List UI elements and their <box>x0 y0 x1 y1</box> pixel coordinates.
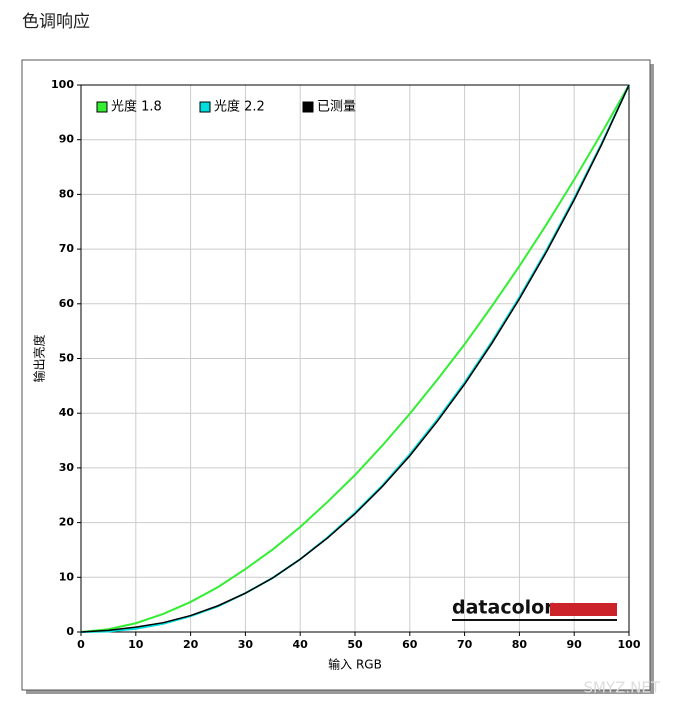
legend-label: 光度 2.2 <box>214 99 265 115</box>
legend-label: 已测量 <box>317 100 356 115</box>
y-tick-label: 30 <box>59 461 75 474</box>
x-tick-label: 100 <box>618 638 641 651</box>
legend-swatch <box>199 101 211 113</box>
y-tick-label: 10 <box>59 570 75 583</box>
watermark: SMYZ.NET <box>583 679 660 697</box>
line-series <box>80 84 630 633</box>
legend-label: 光度 1.8 <box>111 99 162 115</box>
y-tick-label: 50 <box>59 352 75 365</box>
y-tick-label: 40 <box>59 406 75 419</box>
y-tick-label: 80 <box>59 187 75 200</box>
line-series <box>80 84 630 633</box>
line-series <box>80 84 630 633</box>
page-title: 色调响应 <box>22 12 90 32</box>
x-tick-label: 90 <box>567 638 583 651</box>
logo: datacolor <box>452 597 554 619</box>
y-tick-label: 70 <box>59 242 75 255</box>
y-tick-label: 60 <box>59 297 75 310</box>
y-tick-label: 0 <box>66 625 74 638</box>
x-tick-label: 80 <box>512 638 528 651</box>
x-tick-label: 20 <box>183 638 199 651</box>
x-tick-label: 0 <box>77 638 85 651</box>
x-tick-label: 70 <box>457 638 473 651</box>
y-tick-label: 20 <box>59 516 75 529</box>
x-tick-label: 60 <box>402 638 418 651</box>
logo-bar <box>550 603 617 616</box>
x-axis-label: 输入 RGB <box>328 657 382 672</box>
legend-swatch <box>96 101 108 113</box>
x-tick-label: 10 <box>128 638 144 651</box>
plot-border <box>80 84 630 633</box>
legend-swatch <box>302 101 314 113</box>
y-axis-label: 输出亮度 <box>32 334 47 382</box>
x-tick-label: 30 <box>238 638 254 651</box>
x-tick-label: 50 <box>347 638 363 651</box>
y-tick-label: 90 <box>59 133 75 146</box>
y-tick-label: 100 <box>51 78 74 91</box>
x-tick-label: 40 <box>293 638 309 651</box>
